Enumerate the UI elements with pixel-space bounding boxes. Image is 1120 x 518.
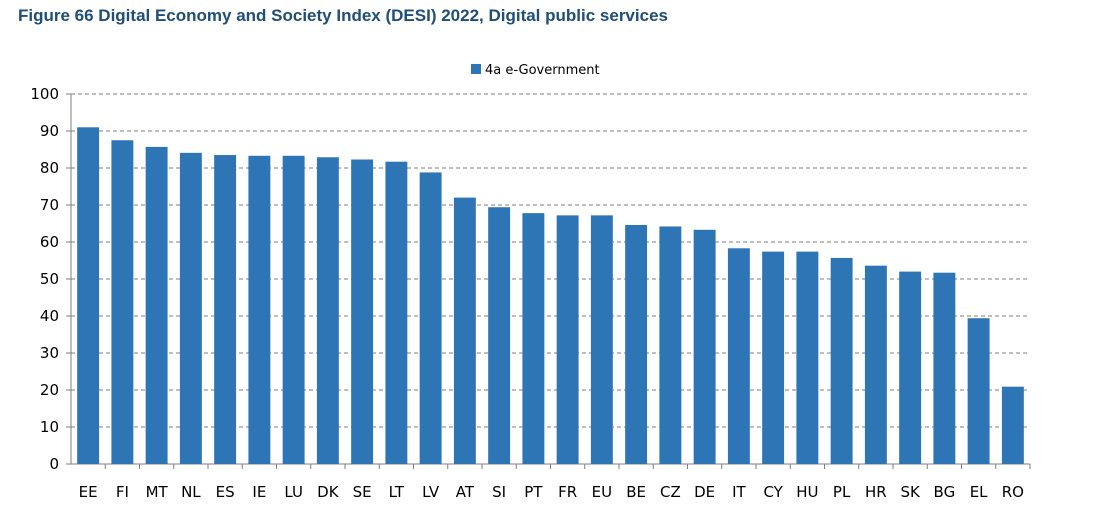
bar-dk xyxy=(316,157,339,464)
figure-title: Figure 66 Digital Economy and Society In… xyxy=(18,6,668,25)
bar-at xyxy=(453,197,476,464)
x-tick-label: CY xyxy=(763,483,783,501)
y-tick-label: 10 xyxy=(40,418,59,436)
y-tick-label: 100 xyxy=(30,85,59,103)
bar-se xyxy=(351,159,374,465)
x-tick-label: HU xyxy=(796,483,818,501)
x-axis-labels: EE FI MT NL ES IE LU DK SE LT LV AT SI PT FR EU BE CZ DE IT… xyxy=(79,464,1031,501)
bar-ie xyxy=(248,155,271,465)
legend-label: 4a e-Government xyxy=(485,63,600,78)
y-tick-label: 70 xyxy=(40,196,59,214)
x-tick-label: BG xyxy=(934,483,956,501)
bar-el xyxy=(967,318,990,464)
x-tick-label: EL xyxy=(970,483,988,501)
bar-de xyxy=(693,229,716,464)
x-tick-label: BE xyxy=(626,483,646,501)
y-tick-label: 40 xyxy=(40,307,59,325)
bar-fi xyxy=(111,140,134,464)
bar-it xyxy=(727,248,750,464)
bar-es xyxy=(214,155,237,465)
x-tick-label: PT xyxy=(524,483,543,501)
y-tick-label: 30 xyxy=(40,344,59,362)
x-tick-label: SE xyxy=(353,483,372,501)
bars xyxy=(77,127,1024,465)
bar-ro xyxy=(1001,386,1024,464)
x-tick-label: SK xyxy=(900,483,921,501)
x-tick-label: LV xyxy=(422,483,440,501)
x-tick-label: LU xyxy=(284,483,303,501)
bar-ee xyxy=(77,127,100,465)
x-tick-label: FI xyxy=(116,483,129,501)
bar-lt xyxy=(385,161,408,464)
bar-sk xyxy=(899,271,922,464)
y-tick-label: 0 xyxy=(49,455,59,473)
x-tick-label: AT xyxy=(456,483,475,501)
bar-lu xyxy=(282,155,305,465)
x-tick-label: FR xyxy=(558,483,577,501)
legend-swatch xyxy=(471,64,481,74)
x-tick-label: IE xyxy=(252,483,266,501)
x-tick-label: PL xyxy=(833,483,851,501)
bar-cy xyxy=(762,251,785,464)
x-tick-label: NL xyxy=(181,483,201,501)
y-tick-label: 80 xyxy=(40,159,59,177)
x-tick-label: CZ xyxy=(660,483,681,501)
x-tick-label: RO xyxy=(1002,483,1024,501)
y-axis-ticks: 0 10 20 30 40 50 60 70 80 90 100 xyxy=(30,85,71,473)
x-tick-label: EE xyxy=(79,483,98,501)
bar-eu xyxy=(590,215,613,464)
bar-hu xyxy=(796,251,819,464)
bar-be xyxy=(625,224,648,464)
x-tick-label: DE xyxy=(694,483,715,501)
x-tick-label: IT xyxy=(732,483,746,501)
bar-lv xyxy=(419,172,442,464)
bar-hr xyxy=(864,265,887,464)
y-tick-label: 20 xyxy=(40,381,59,399)
x-tick-label: LT xyxy=(389,483,405,501)
y-tick-label: 50 xyxy=(40,270,59,288)
bar-mt xyxy=(145,146,168,464)
y-tick-label: 90 xyxy=(40,122,59,140)
bar-pl xyxy=(830,257,853,464)
bar-si xyxy=(488,207,511,464)
bar-cz xyxy=(659,226,682,464)
x-tick-label: SI xyxy=(492,483,506,501)
x-tick-label: ES xyxy=(216,483,235,501)
bar-bg xyxy=(933,272,956,464)
legend: 4a e-Government xyxy=(471,63,600,78)
x-tick-label: MT xyxy=(146,483,169,501)
x-tick-label: HR xyxy=(865,483,887,501)
y-tick-label: 60 xyxy=(40,233,59,251)
x-tick-label: DK xyxy=(317,483,340,501)
x-tick-label: EU xyxy=(592,483,612,501)
bar-fr xyxy=(556,215,579,464)
bar-pt xyxy=(522,213,545,464)
bar-nl xyxy=(179,152,202,464)
